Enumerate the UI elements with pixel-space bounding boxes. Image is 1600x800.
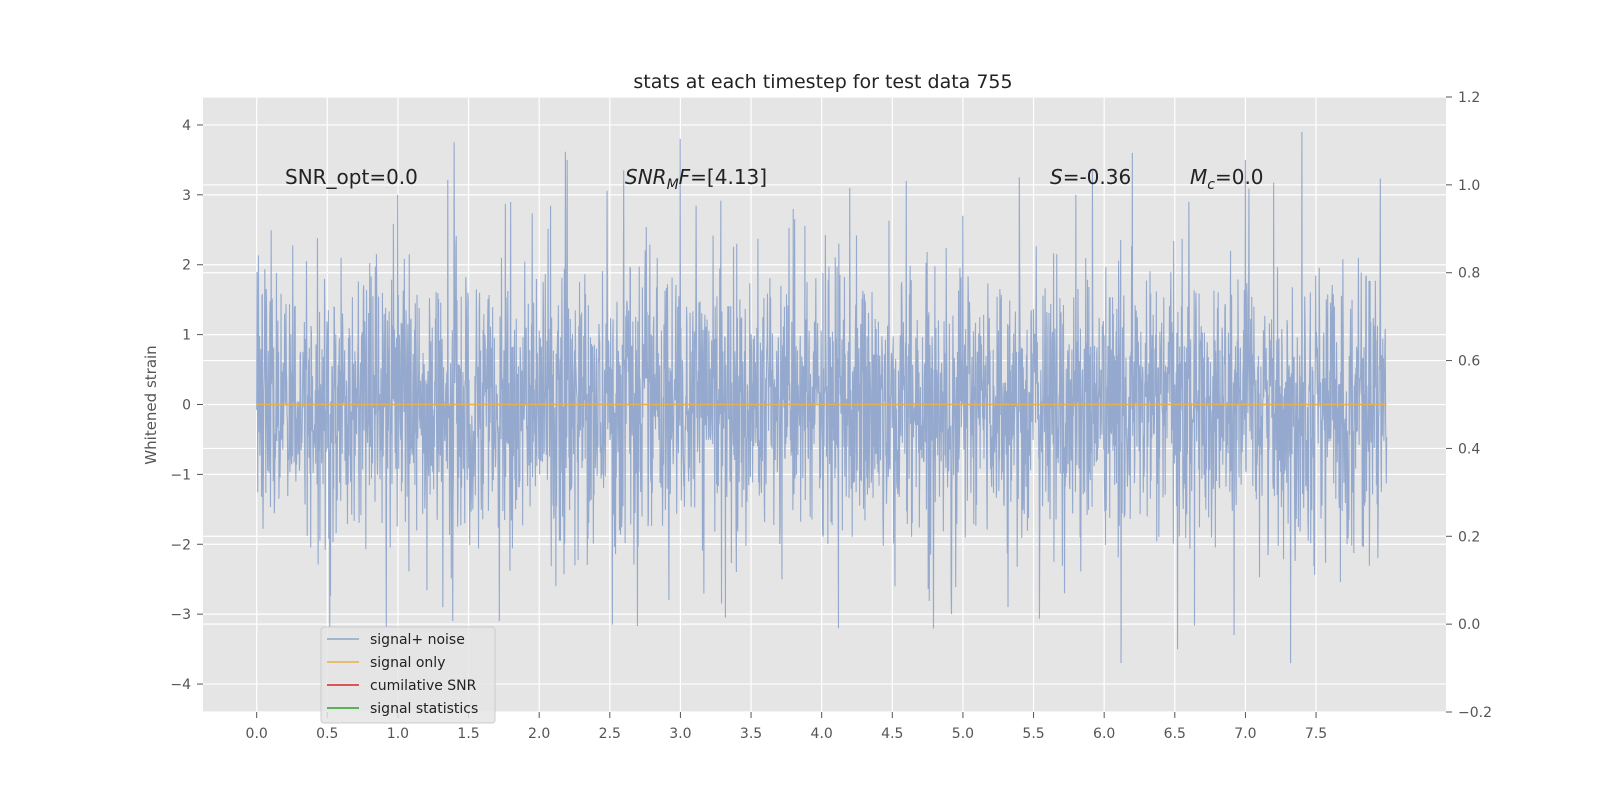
x-tick-label: 6.5	[1164, 726, 1186, 742]
y2-tick-label: 0.0	[1458, 617, 1480, 633]
x-tick-label: 6.0	[1093, 726, 1115, 742]
x-tick-label: 1.0	[387, 726, 409, 742]
mc-value: =0.0	[1215, 165, 1264, 189]
y2-tick-label: 0.4	[1458, 441, 1480, 457]
chart-title: stats at each timestep for test data 755	[633, 71, 1012, 93]
annotation-mc: Mc=0.0	[1190, 165, 1264, 193]
legend-label-signal-plus-noise: signal+ noise	[370, 632, 465, 648]
y-tick-label: 1	[182, 328, 191, 344]
y-tick-label: 3	[182, 188, 191, 204]
y-tick-label: 4	[182, 118, 191, 134]
mc-subscript: c	[1207, 177, 1215, 193]
y-tick-label: −2	[170, 537, 191, 553]
x-tick-label: 4.5	[881, 726, 903, 742]
snr-mf-main: SNR	[625, 165, 667, 189]
y2-tick-label: 0.8	[1458, 266, 1480, 282]
legend-label-signal-only: signal only	[370, 655, 445, 671]
annotation-s: S=-0.36	[1050, 165, 1131, 189]
y-tick-label: −4	[170, 677, 191, 693]
x-tick-label: 0.5	[316, 726, 338, 742]
y-tick-label: 0	[182, 398, 191, 414]
x-tick-label: 2.0	[528, 726, 550, 742]
x-tick-label: 7.5	[1305, 726, 1327, 742]
snr-mf-subscript: M	[667, 177, 679, 193]
snr-mf-rest: F	[679, 165, 691, 189]
legend-label-signal-statistics: signal statistics	[370, 701, 478, 717]
y2-axis-ticks: −0.2 0.0 0.2 0.4 0.6 0.8 1.0 1.2	[1446, 90, 1492, 721]
x-tick-label: 5.5	[1022, 726, 1044, 742]
annotation-snr-opt: SNR_opt=0.0	[285, 165, 418, 189]
x-tick-label: 2.5	[599, 726, 621, 742]
s-value: =-0.36	[1063, 165, 1132, 189]
x-axis-ticks: 0.0 0.5 1.0 1.5 2.0 2.5 3.0 3.5 4.0 4.5 5.0 5.5 6.0 6…	[246, 712, 1327, 742]
mc-symbol: M	[1190, 165, 1207, 189]
y-tick-label: 2	[182, 258, 191, 274]
y-tick-label: −3	[170, 607, 191, 623]
legend: signal+ noise signal only cumilative SNR…	[320, 626, 496, 724]
y2-tick-label: 1.2	[1458, 90, 1480, 106]
y2-tick-label: 0.6	[1458, 354, 1480, 370]
snr-mf-value: =[4.13]	[690, 165, 767, 189]
series-line-signal-plus-noise	[256, 131, 1388, 664]
legend-box	[320, 626, 496, 724]
x-tick-label: 3.5	[740, 726, 762, 742]
x-tick-label: 4.0	[811, 726, 833, 742]
x-tick-label: 0.0	[246, 726, 268, 742]
x-tick-label: 1.5	[457, 726, 479, 742]
y-tick-label: −1	[170, 467, 191, 483]
y2-tick-label: −0.2	[1458, 705, 1492, 721]
s-symbol: S	[1050, 165, 1063, 189]
y2-tick-label: 1.0	[1458, 178, 1480, 194]
series-signal-plus-noise	[256, 131, 1388, 664]
x-tick-label: 5.0	[952, 726, 974, 742]
annotation-snr-mf: SNRMF=[4.13]	[625, 165, 767, 193]
x-tick-label: 7.0	[1234, 726, 1256, 742]
y-axis-ticks: −4 −3 −2 −1 0 1 2 3 4	[170, 118, 203, 693]
legend-label-cumilative-snr: cumilative SNR	[370, 678, 477, 694]
x-tick-label: 3.0	[669, 726, 691, 742]
y2-tick-label: 0.2	[1458, 529, 1480, 545]
y-axis-label: Whitened strain	[142, 345, 160, 464]
